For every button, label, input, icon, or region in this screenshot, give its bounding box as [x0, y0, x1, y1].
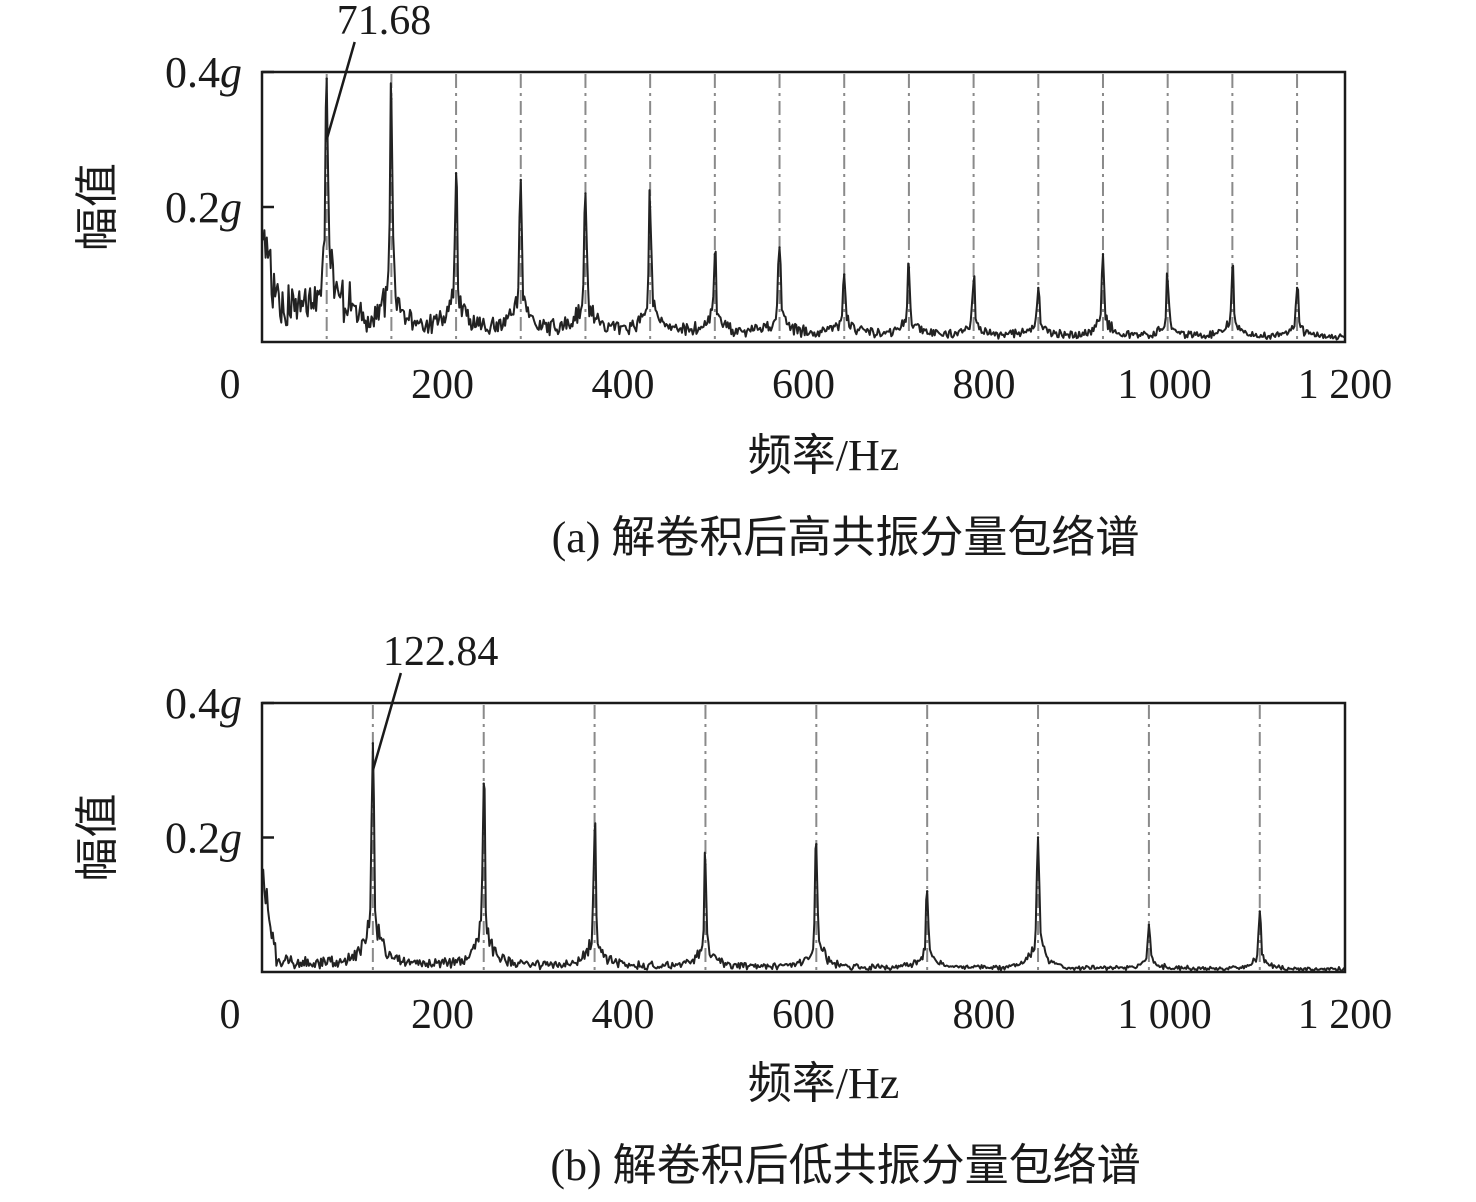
- y-tick-value: 0.2: [165, 183, 220, 232]
- y-tick-unit: g: [220, 48, 242, 97]
- x-tick-label: 600: [772, 992, 835, 1038]
- envelope-spectrum-series: [261, 742, 1346, 973]
- x-tick-label: 800: [953, 992, 1016, 1038]
- annotation-leader: [371, 672, 403, 771]
- peak-point-10: [907, 266, 911, 269]
- peak-points: [325, 77, 1299, 290]
- x-tick-label: 400: [592, 992, 655, 1038]
- y-tick-label: 0.4g: [165, 48, 242, 97]
- peak-point-6: [648, 205, 652, 209]
- x-tick-label: 1 200: [1298, 992, 1393, 1038]
- x-tick-label: 1 000: [1117, 992, 1212, 1038]
- x-tick-label: 400: [592, 362, 655, 408]
- peak-point-1: [325, 77, 328, 80]
- panel-caption: (a) 解卷积后高共振分量包络谱: [552, 513, 1140, 562]
- peak-point-13: [1101, 253, 1105, 256]
- peak-point-7: [713, 253, 717, 256]
- harmonic-lines: [325, 74, 1299, 342]
- x-tick-label: 0: [220, 362, 241, 408]
- peak-point-16: [1295, 286, 1299, 290]
- peak-point-1: [371, 742, 375, 745]
- peak-point-3: [593, 829, 596, 832]
- panel-a: 0 200 400 600 800 1 000 1 2000.2g0.4g幅值频率/Hz(a…: [73, 0, 1392, 562]
- x-tick-label: 800: [953, 362, 1016, 408]
- envelope-spectrum-series: [261, 77, 1346, 341]
- peak-point-8: [1147, 923, 1151, 927]
- y-tick-value: 0.4: [165, 48, 220, 97]
- x-axis-label: 频率/Hz: [748, 1059, 900, 1108]
- x-axis-label: 频率/Hz: [748, 431, 900, 480]
- x-tick-label: 0: [220, 992, 241, 1038]
- plot-frame: [260, 70, 1347, 344]
- annotation-leader: [325, 41, 356, 140]
- plot-frame: [260, 701, 1347, 974]
- peak-points: [371, 742, 1261, 927]
- peak-point-6: [925, 890, 929, 893]
- y-tick-label: 0.4g: [165, 679, 242, 728]
- peak-point-3: [454, 172, 458, 175]
- peak-annotation-label: 122.84: [383, 629, 499, 675]
- x-tick-label: 200: [411, 362, 474, 408]
- peak-point-15: [1231, 266, 1234, 269]
- y-tick-value: 0.2: [165, 814, 220, 863]
- peak-point-9: [1258, 910, 1261, 913]
- y-axis-label: 幅值: [73, 794, 122, 882]
- peak-point-7: [1036, 836, 1040, 839]
- peak-point-14: [1166, 280, 1169, 283]
- x-tick-label: 1 200: [1298, 362, 1393, 408]
- peak-point-12: [1037, 286, 1040, 290]
- peak-point-2: [482, 782, 485, 785]
- peak-point-11: [972, 280, 975, 283]
- peak-point-9: [843, 273, 846, 276]
- peak-point-4: [519, 178, 522, 182]
- x-tick-label: 1 000: [1117, 362, 1212, 408]
- panel-b: 0 200 400 600 800 1 000 1 2000.2g0.4g幅值频率/Hz(b…: [73, 629, 1392, 1190]
- y-tick-label: 0.2g: [165, 814, 242, 863]
- peak-point-5: [815, 843, 818, 846]
- y-axis-label: 幅值: [73, 163, 122, 251]
- panel-caption: (b) 解卷积后低共振分量包络谱: [550, 1141, 1140, 1190]
- y-tick-label: 0.2g: [165, 183, 242, 232]
- x-tick-label: 600: [772, 362, 835, 408]
- peak-point-4: [704, 863, 707, 866]
- peak-annotation-label: 71.68: [337, 0, 432, 44]
- y-tick-unit: g: [220, 814, 242, 863]
- peak-point-5: [584, 192, 587, 195]
- peak-point-8: [778, 246, 781, 249]
- x-tick-label: 200: [411, 992, 474, 1038]
- peak-point-2: [390, 97, 393, 101]
- y-tick-value: 0.4: [165, 679, 220, 728]
- y-tick-unit: g: [220, 679, 242, 728]
- harmonic-lines: [371, 705, 1261, 972]
- y-tick-unit: g: [220, 183, 242, 232]
